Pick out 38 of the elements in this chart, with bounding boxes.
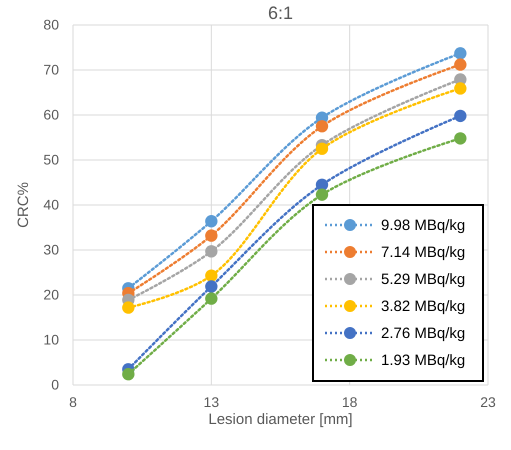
chart-title: 6:1: [268, 3, 294, 23]
y-tick-label: 70: [43, 61, 60, 78]
point: [205, 229, 218, 242]
y-tick-label: 10: [43, 331, 60, 348]
point: [454, 58, 467, 71]
x-tick-label: 18: [342, 394, 358, 410]
point: [205, 269, 218, 282]
legend-label: 3.82 MBq/kg: [381, 298, 466, 315]
point: [205, 215, 218, 228]
point: [316, 120, 328, 132]
legend-label: 7.14 MBq/kg: [381, 244, 466, 261]
y-tick-label: 50: [43, 151, 60, 168]
point: [205, 280, 218, 293]
point: [454, 82, 467, 95]
point: [122, 368, 135, 380]
y-tick-label: 0: [51, 376, 60, 392]
point: [205, 245, 218, 258]
y-axis-title: CRC%: [15, 182, 32, 228]
point: [316, 188, 328, 201]
legend-label: 1.93 MBq/kg: [381, 352, 466, 369]
point: [454, 47, 467, 60]
legend-label: 2.76 MBq/kg: [381, 325, 466, 342]
x-axis-title: Lesion diameter [mm]: [208, 411, 353, 428]
x-tick-label: 8: [69, 394, 78, 410]
legend-label: 9.98 MBq/kg: [381, 217, 466, 234]
y-tick-label: 20: [43, 286, 60, 302]
x-tick-label: 23: [480, 394, 496, 410]
y-tick-label: 30: [43, 241, 60, 258]
point: [316, 142, 328, 155]
point: [454, 132, 467, 145]
y-tick-label: 80: [43, 16, 60, 32]
legend-label: 5.29 MBq/kg: [381, 271, 466, 288]
point: [454, 110, 467, 122]
y-tick-label: 40: [43, 196, 60, 212]
x-tick-label: 13: [204, 394, 220, 410]
y-tick-label: 60: [43, 106, 60, 122]
point: [122, 301, 135, 314]
point: [205, 292, 218, 305]
